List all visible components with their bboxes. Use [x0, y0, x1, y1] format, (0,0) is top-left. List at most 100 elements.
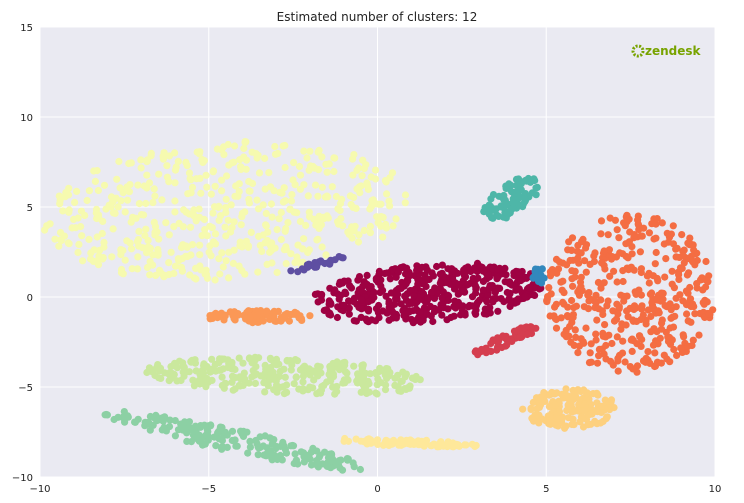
data-point	[119, 189, 127, 197]
data-point	[426, 302, 435, 311]
data-point	[171, 359, 179, 367]
data-point	[272, 442, 280, 451]
data-point	[287, 250, 295, 258]
data-point	[302, 221, 310, 230]
data-point	[206, 222, 214, 230]
data-point	[183, 162, 191, 170]
data-point	[175, 257, 183, 265]
data-point	[202, 266, 210, 274]
data-point	[175, 219, 183, 227]
data-point	[601, 265, 609, 273]
data-point	[372, 274, 380, 283]
data-point	[171, 262, 180, 270]
data-point	[568, 408, 576, 416]
data-point	[598, 259, 606, 267]
data-point	[532, 405, 541, 413]
data-point	[328, 183, 336, 191]
data-point	[315, 212, 323, 220]
data-point	[666, 324, 674, 332]
data-point	[336, 206, 344, 215]
data-point	[320, 381, 328, 389]
data-point	[74, 214, 82, 222]
data-point	[575, 401, 583, 409]
data-point	[92, 209, 100, 217]
data-point	[182, 252, 190, 260]
data-point	[314, 192, 322, 200]
data-point	[633, 317, 641, 325]
data-point	[258, 247, 266, 255]
data-point	[245, 307, 253, 315]
data-point	[566, 322, 574, 331]
data-point	[159, 155, 167, 163]
data-point	[207, 252, 215, 260]
data-point	[259, 317, 267, 325]
cluster-2	[311, 259, 545, 327]
data-point	[662, 255, 670, 263]
data-point	[156, 266, 164, 274]
data-point	[79, 257, 87, 265]
data-point	[299, 372, 307, 380]
data-point	[412, 372, 420, 381]
data-point	[632, 290, 640, 298]
data-point	[437, 438, 445, 446]
data-point	[512, 188, 521, 196]
data-point	[661, 302, 669, 310]
data-point	[592, 330, 600, 338]
data-point	[389, 289, 397, 297]
data-point	[287, 267, 295, 275]
data-point	[675, 271, 683, 279]
data-point	[207, 367, 215, 375]
data-point	[238, 430, 246, 438]
data-point	[121, 418, 129, 426]
data-point	[655, 309, 663, 317]
data-point	[305, 246, 313, 254]
data-point	[619, 337, 627, 345]
data-point	[365, 380, 373, 388]
data-point	[293, 253, 301, 261]
data-point	[356, 465, 364, 474]
data-point	[254, 268, 262, 276]
data-point	[259, 372, 267, 380]
data-point	[595, 305, 603, 313]
data-point	[494, 337, 503, 345]
data-point	[188, 183, 197, 191]
data-point	[201, 226, 209, 234]
data-point	[265, 169, 273, 177]
data-point	[171, 197, 179, 205]
cluster-3	[543, 211, 717, 376]
data-point	[295, 385, 303, 393]
data-point	[151, 223, 160, 231]
data-point	[625, 238, 634, 246]
data-point	[229, 311, 237, 319]
data-point	[643, 272, 652, 280]
data-point	[489, 191, 498, 199]
data-point	[603, 413, 611, 421]
data-point	[373, 390, 381, 398]
data-point	[676, 264, 685, 272]
data-point	[349, 171, 357, 179]
data-point	[197, 379, 205, 387]
data-point	[531, 273, 539, 281]
data-point	[170, 269, 178, 278]
data-point	[397, 300, 405, 308]
data-point	[564, 303, 572, 311]
data-point	[372, 317, 380, 325]
data-point	[56, 197, 64, 205]
data-point	[74, 248, 82, 257]
data-point	[247, 228, 255, 236]
data-point	[263, 307, 271, 315]
data-point	[376, 288, 384, 297]
data-point	[161, 413, 169, 421]
data-point	[535, 285, 544, 293]
data-point	[613, 333, 621, 341]
data-point	[218, 187, 226, 195]
data-point	[99, 254, 107, 262]
data-point	[345, 310, 353, 318]
data-point	[360, 384, 369, 392]
data-point	[323, 192, 331, 200]
data-point	[165, 259, 173, 267]
data-point	[296, 217, 304, 226]
data-point	[203, 274, 212, 282]
data-point	[145, 364, 154, 372]
